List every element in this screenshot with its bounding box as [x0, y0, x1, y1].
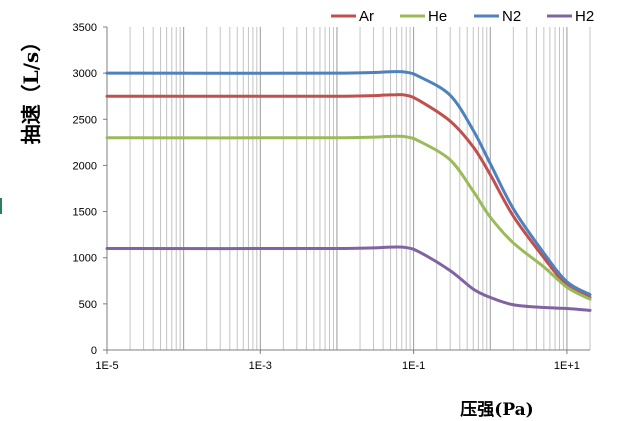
x-tick-label: 1E-3 — [249, 360, 272, 372]
window-edge-marker — [0, 198, 2, 214]
series-line-h2 — [105, 245, 592, 312]
x-tick-label: 1E-5 — [95, 360, 118, 372]
axis-layer — [103, 26, 590, 354]
legend-label-ar: Ar — [359, 8, 374, 25]
series-line-n2 — [105, 70, 592, 297]
x-tick-label: 1E+1 — [554, 360, 580, 372]
legend: Ar He N2 H2 — [331, 8, 594, 25]
y-tick-label: 1500 — [73, 207, 97, 219]
y-tick-label: 3500 — [73, 22, 97, 34]
label-layer: 0 500 1000 1500 2000 2500 3000 3500 1E-5 1E-3 1E-1… — [19, 22, 580, 420]
y-tick-label: 3000 — [73, 68, 97, 80]
legend-label-he: He — [428, 8, 447, 25]
legend-label-n2: N2 — [502, 8, 521, 25]
x-axis-title: 压强(Pa) — [460, 400, 533, 420]
y-axis-title: 抽速（L/s） — [19, 32, 43, 145]
series-layer — [105, 70, 592, 312]
series-line-ar — [105, 93, 592, 299]
y-tick-label: 0 — [91, 345, 97, 357]
y-tick-label: 500 — [79, 299, 97, 311]
y-tick-label: 1000 — [73, 253, 97, 265]
legend-label-h2: H2 — [575, 8, 594, 25]
y-tick-label: 2000 — [73, 160, 97, 172]
series-line-he — [105, 134, 592, 301]
x-tick-label: 1E-1 — [402, 360, 425, 372]
grid-layer — [106, 27, 591, 350]
y-tick-label: 2500 — [73, 114, 97, 126]
